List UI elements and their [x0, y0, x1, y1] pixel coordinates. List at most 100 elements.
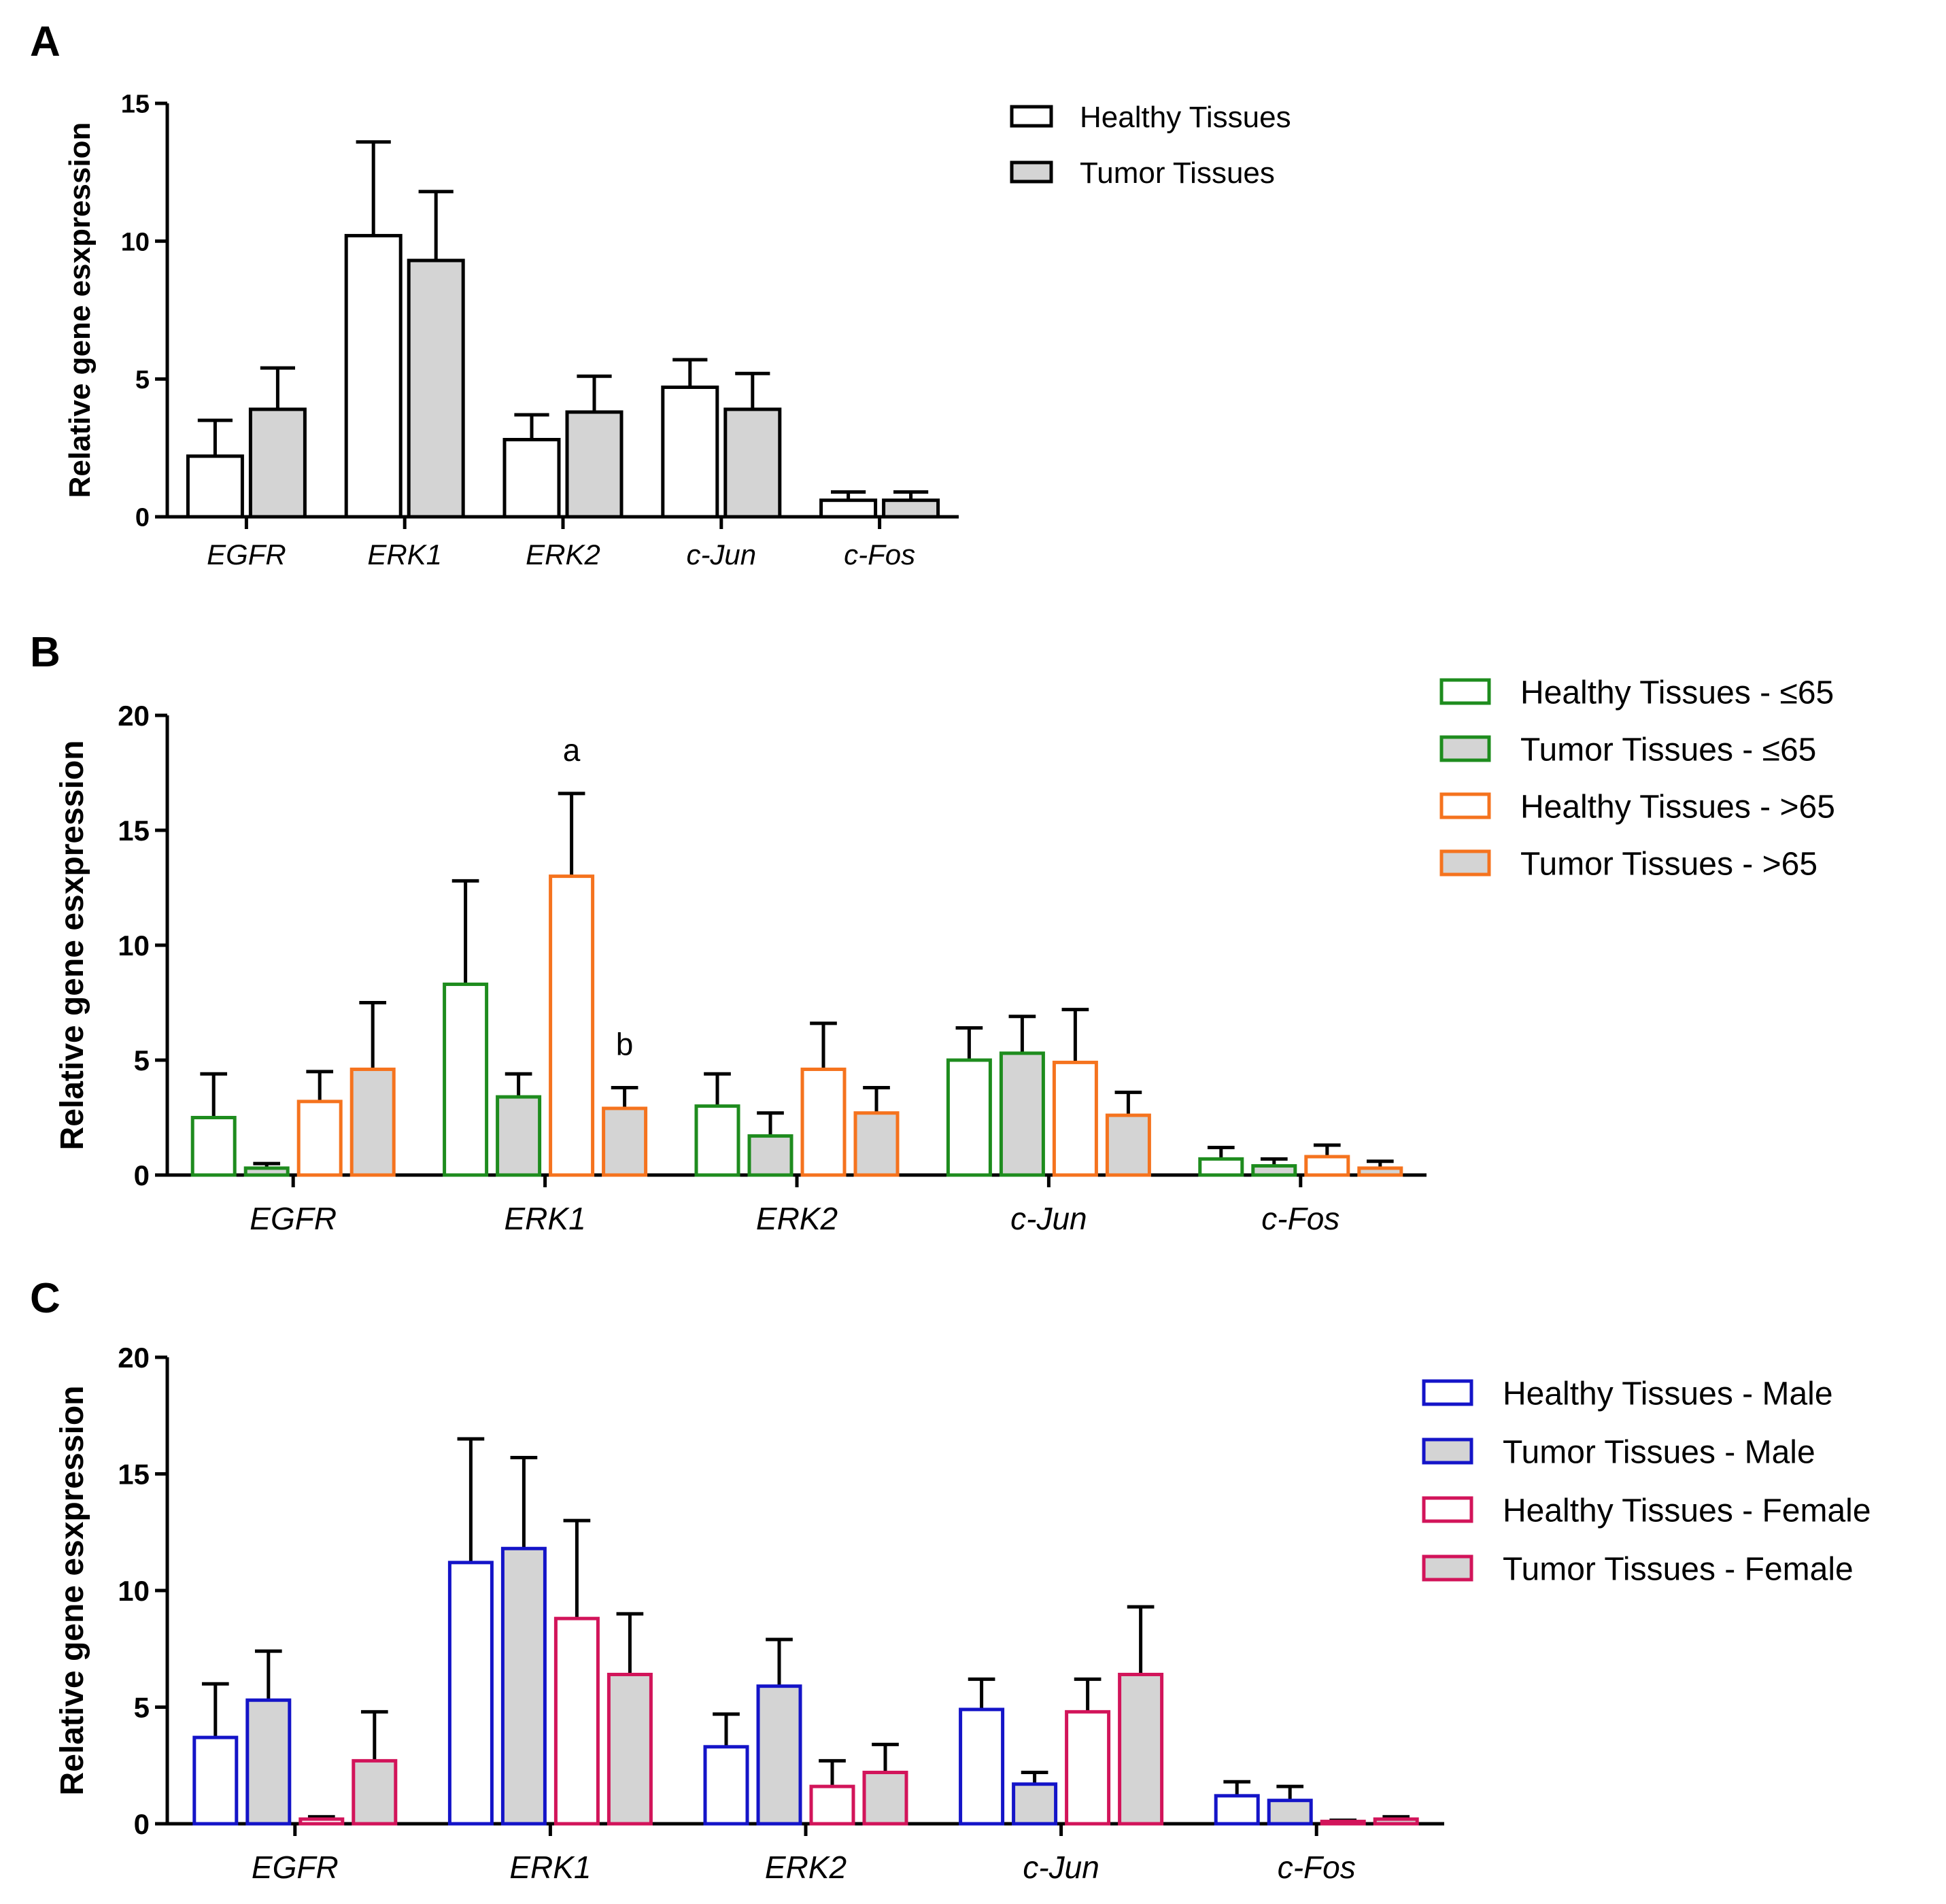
legend-label: Tumor Tissues - >65 [1520, 846, 1817, 882]
legend-swatch [1422, 1496, 1473, 1523]
bar [999, 1051, 1045, 1177]
legend-label: Healthy Tissues - ≤65 [1520, 675, 1834, 711]
panel-letter: C [30, 1275, 61, 1322]
y-tick-label: 20 [118, 700, 150, 732]
bar [1065, 1710, 1111, 1826]
legend-swatch [1010, 105, 1053, 128]
y-tick-label: 0 [134, 1808, 150, 1840]
y-axis-label: Relative gene esxpression [54, 1386, 90, 1796]
bar [1320, 1820, 1366, 1826]
y-tick-label: 0 [134, 1159, 150, 1191]
legend-label: Healthy Tissues - Male [1503, 1376, 1833, 1412]
bar [853, 1111, 900, 1177]
bar [703, 1745, 749, 1826]
bar [1012, 1782, 1058, 1826]
y-tick-label: 10 [118, 1575, 150, 1607]
x-tick-label: ERK1 [505, 1201, 586, 1236]
bar [882, 498, 940, 519]
x-tick-label: EGFR [252, 1850, 339, 1885]
legend-swatch [1439, 678, 1491, 705]
bar [190, 1116, 237, 1177]
bar [1251, 1163, 1297, 1177]
x-tick-label: c-Jun [1010, 1201, 1087, 1236]
bar [245, 1698, 292, 1826]
panel-b: B Relative gene esxpression 0 5 10 15 20 EGFR ER… [30, 629, 1835, 1236]
x-tick-label: ERK2 [756, 1201, 838, 1236]
bar [1373, 1817, 1419, 1826]
bar [694, 1104, 740, 1177]
x-tick-label: c-Fos [844, 539, 915, 571]
bar [186, 454, 244, 519]
bar [602, 1106, 648, 1177]
y-tick-label: 15 [118, 1459, 150, 1491]
legend-label: Tumor Tissues [1080, 156, 1275, 190]
panel-c: C Relative gene esxpression 0 5 10 15 20 EGFR ER… [30, 1275, 1871, 1885]
legend-swatch [1439, 849, 1491, 877]
bar [809, 1784, 855, 1826]
bar [352, 1758, 398, 1826]
y-tick-label: 10 [118, 930, 150, 962]
legend-swatch [1439, 735, 1491, 762]
legend-label: Tumor Tissues - Male [1503, 1434, 1815, 1470]
legend-swatch [1422, 1554, 1473, 1582]
y-tick-label: 5 [135, 366, 150, 394]
x-tick-label: EGFR [207, 539, 286, 571]
bar [607, 1672, 653, 1826]
y-tick-label: 0 [135, 504, 150, 532]
bar [819, 498, 878, 519]
legend-label: Healthy Tissues - Female [1503, 1493, 1871, 1529]
bar [959, 1707, 1005, 1826]
bar [723, 407, 782, 519]
bar [1267, 1799, 1313, 1826]
annotation-label: b [616, 1027, 634, 1062]
bar [496, 1095, 542, 1177]
bar [1198, 1157, 1244, 1177]
panel-a: A Relative gene esxpression 0 5 10 15 EGFR ERK1… [30, 18, 1291, 571]
bar [747, 1134, 793, 1177]
y-tick-label: 20 [118, 1342, 150, 1374]
bar [661, 385, 719, 519]
legend-label: Tumor Tissues - Female [1503, 1551, 1854, 1587]
bar [1357, 1166, 1403, 1177]
bar [946, 1058, 992, 1177]
legend-swatch [1422, 1438, 1473, 1465]
bar [1105, 1113, 1151, 1177]
x-tick-label: ERK2 [526, 539, 600, 571]
bar [549, 874, 595, 1177]
bar [800, 1068, 847, 1177]
bar [862, 1771, 908, 1826]
y-tick-label: 10 [121, 228, 150, 256]
x-tick-label: c-Fos [1261, 1201, 1339, 1236]
bar [565, 410, 624, 519]
bar [1304, 1155, 1350, 1177]
bar [500, 1546, 547, 1826]
bar [192, 1735, 239, 1826]
x-tick-label: ERK2 [765, 1850, 847, 1885]
legend-swatch [1439, 792, 1491, 819]
bar [1052, 1060, 1098, 1177]
x-tick-label: ERK1 [367, 539, 442, 571]
annotation-label: a [563, 732, 581, 768]
bar [1214, 1794, 1260, 1826]
y-tick-label: 5 [134, 1692, 150, 1724]
bar [553, 1616, 600, 1826]
y-tick-label: 15 [121, 90, 150, 119]
legend-swatch [1422, 1379, 1473, 1406]
bar [248, 407, 307, 519]
panel-letter: B [30, 629, 61, 676]
panel-letter: A [30, 18, 61, 65]
bar [443, 982, 489, 1177]
bar [407, 258, 465, 519]
x-tick-label: c-Fos [1278, 1850, 1356, 1885]
x-tick-label: c-Jun [1023, 1850, 1099, 1885]
bar [298, 1817, 345, 1826]
legend-label: Healthy Tissues [1080, 101, 1291, 134]
legend-label: Tumor Tissues - ≤65 [1520, 732, 1816, 768]
bar [447, 1561, 494, 1826]
bar [1118, 1672, 1164, 1826]
bar [756, 1684, 802, 1826]
x-tick-label: EGFR [250, 1201, 337, 1236]
y-axis-label: Relative gene esxpression [54, 741, 90, 1151]
y-tick-label: 5 [134, 1044, 150, 1076]
